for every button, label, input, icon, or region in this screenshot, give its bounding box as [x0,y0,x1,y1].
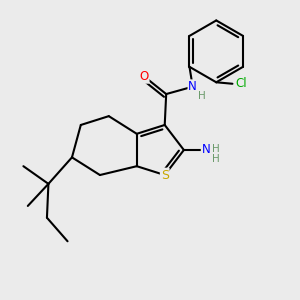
Text: N: N [188,80,197,93]
Text: H: H [212,154,220,164]
Text: Cl: Cl [236,77,247,90]
Text: O: O [140,70,149,83]
Text: N: N [202,143,210,157]
Text: H: H [198,91,206,100]
Text: H: H [212,143,220,154]
Text: S: S [161,169,169,182]
